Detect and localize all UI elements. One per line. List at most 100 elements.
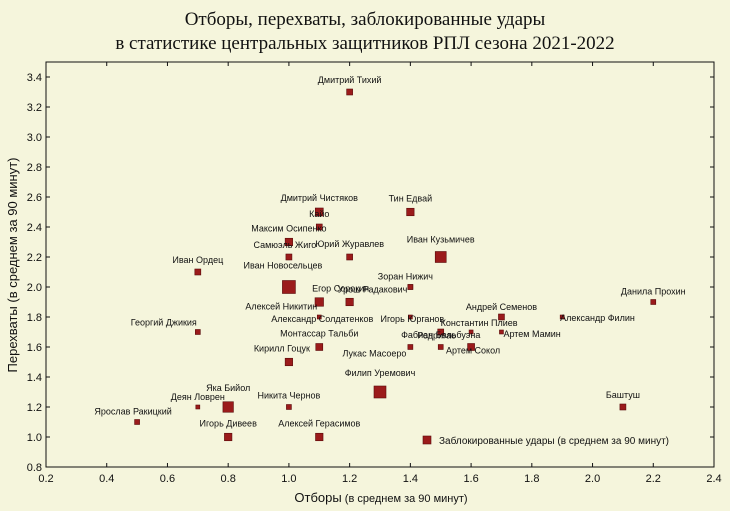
point-label: Деян Ловрен [171,392,225,402]
data-point [316,314,322,320]
point-label: Самюэль Жиго [254,240,317,250]
point-label: Юрий Журавлев [315,239,384,249]
point-label: Родригао [417,331,456,341]
point-label: Данила Прохин [621,287,686,297]
x-tick-label: 1.2 [342,473,357,485]
point-label: Никита Чернов [258,391,321,401]
x-tick-label: 2.0 [585,473,600,485]
data-point [315,432,324,442]
point-label: Игорь Юрганов [381,314,445,324]
data-point [286,404,292,410]
point-label: Дмитрий Чистяков [281,193,359,203]
point-label: Баштуш [606,390,640,400]
data-point [345,297,354,307]
x-axis-title-suffix: (в среднем за 90 минут) [342,493,468,505]
data-point [408,314,413,320]
data-point [559,314,565,320]
point-label: Андрей Семенов [466,302,537,312]
data-point [282,280,296,294]
data-point [650,299,657,305]
point-label: Алексей Никитин [245,301,317,311]
point-label: Филип Уремович [345,368,416,378]
x-axis-title-main: Отборы [294,490,341,505]
point-label: Урош Радакович [338,285,408,295]
y-tick-label: 2.4 [27,222,42,234]
point-label: Максим Осипенко [251,223,326,233]
x-tick-label: 1.0 [281,473,296,485]
data-point [407,284,414,290]
point-label: Иван Кузьмичев [407,235,475,245]
x-tick-label: 1.4 [403,473,418,485]
y-tick-label: 3.4 [27,72,42,84]
x-tick-label: 0.8 [221,473,236,485]
data-point [195,329,201,335]
point-label: Ярослав Ракицкий [94,407,171,417]
y-tick-label: 1.2 [27,402,42,414]
y-tick-label: 2.0 [27,282,42,294]
data-point [434,251,447,263]
y-tick-label: 1.4 [27,372,42,384]
data-point [222,401,234,413]
chart-title-line-1: Отборы, перехваты, заблокированные удары [185,9,546,30]
data-point [346,253,353,261]
y-axis: 0.8 1.0 1.2 1.4 1.6 1.8 2.0 2.2 2.4 2.6 2.8 3.0 3.2 3… [27,72,714,474]
point-label: Алексей Герасимов [278,418,360,428]
data-point [498,313,505,321]
point-label: Артем Сокол [446,346,500,356]
x-tick-label: 0.4 [99,473,114,485]
data-point [315,343,324,351]
data-point [499,329,504,335]
y-tick-label: 2.8 [27,162,42,174]
x-tick-label: 0.2 [38,473,53,485]
data-point [346,88,353,96]
y-tick-label: 3.0 [27,132,42,144]
y-tick-label: 1.8 [27,312,42,324]
point-label: Кайо [309,209,329,219]
data-point [315,223,323,231]
data-point [373,385,387,399]
data-point [314,207,324,217]
point-label: Кирилл Гоцук [254,343,310,353]
data-point [285,253,293,261]
data-point [195,404,201,410]
point-label: Георгий Джикия [131,318,197,328]
size-legend-marker [422,435,432,445]
point-label: Монтассар Тальби [280,329,358,339]
data-point [437,344,444,350]
point-label: Александр Солдатенков [271,314,373,324]
x-tick-label: 1.8 [524,473,539,485]
y-tick-label: 2.6 [27,192,42,204]
data-point [194,268,202,276]
data-point [619,403,627,411]
data-point [284,357,293,367]
point-label: Иван Ордец [172,255,223,265]
y-axis-title: Перехваты (в среднем за 90 минут) [5,158,20,373]
point-label: Егор Сорокин [312,283,369,293]
data-point [224,432,233,442]
point-label: Артем Мамин [503,329,560,339]
y-tick-label: 3.2 [27,102,42,114]
point-label: Константин Плиев [441,318,518,328]
x-tick-label: 0.6 [160,473,175,485]
point-label: Яка Бийол [206,383,250,393]
x-tick-label: 1.6 [463,473,478,485]
point-label: Тин Едвай [389,193,433,203]
point-label: Иван Новосельцев [244,261,323,271]
point-label: Лукас Масоеро [342,349,406,359]
point-label: Игорь Дивеев [200,418,258,428]
chart-title-line-2: в статистике центральных защитников РПЛ … [115,33,614,54]
x-tick-label: 2.4 [706,473,721,485]
data-point [437,328,445,336]
point-labels: Дмитрий Тихий Дмитрий Чистяков Тин Едвай Ка… [94,75,685,428]
data-point [314,297,324,307]
data-points [134,88,657,442]
y-tick-label: 1.0 [27,432,42,444]
plot-frame [45,61,715,468]
size-legend-label: Заблокированные удары (в среднем за 90 м… [439,435,669,447]
point-label: Зоран Нижич [378,272,433,282]
y-tick-label: 0.8 [27,462,42,474]
data-point [284,237,293,247]
data-point [406,207,415,217]
